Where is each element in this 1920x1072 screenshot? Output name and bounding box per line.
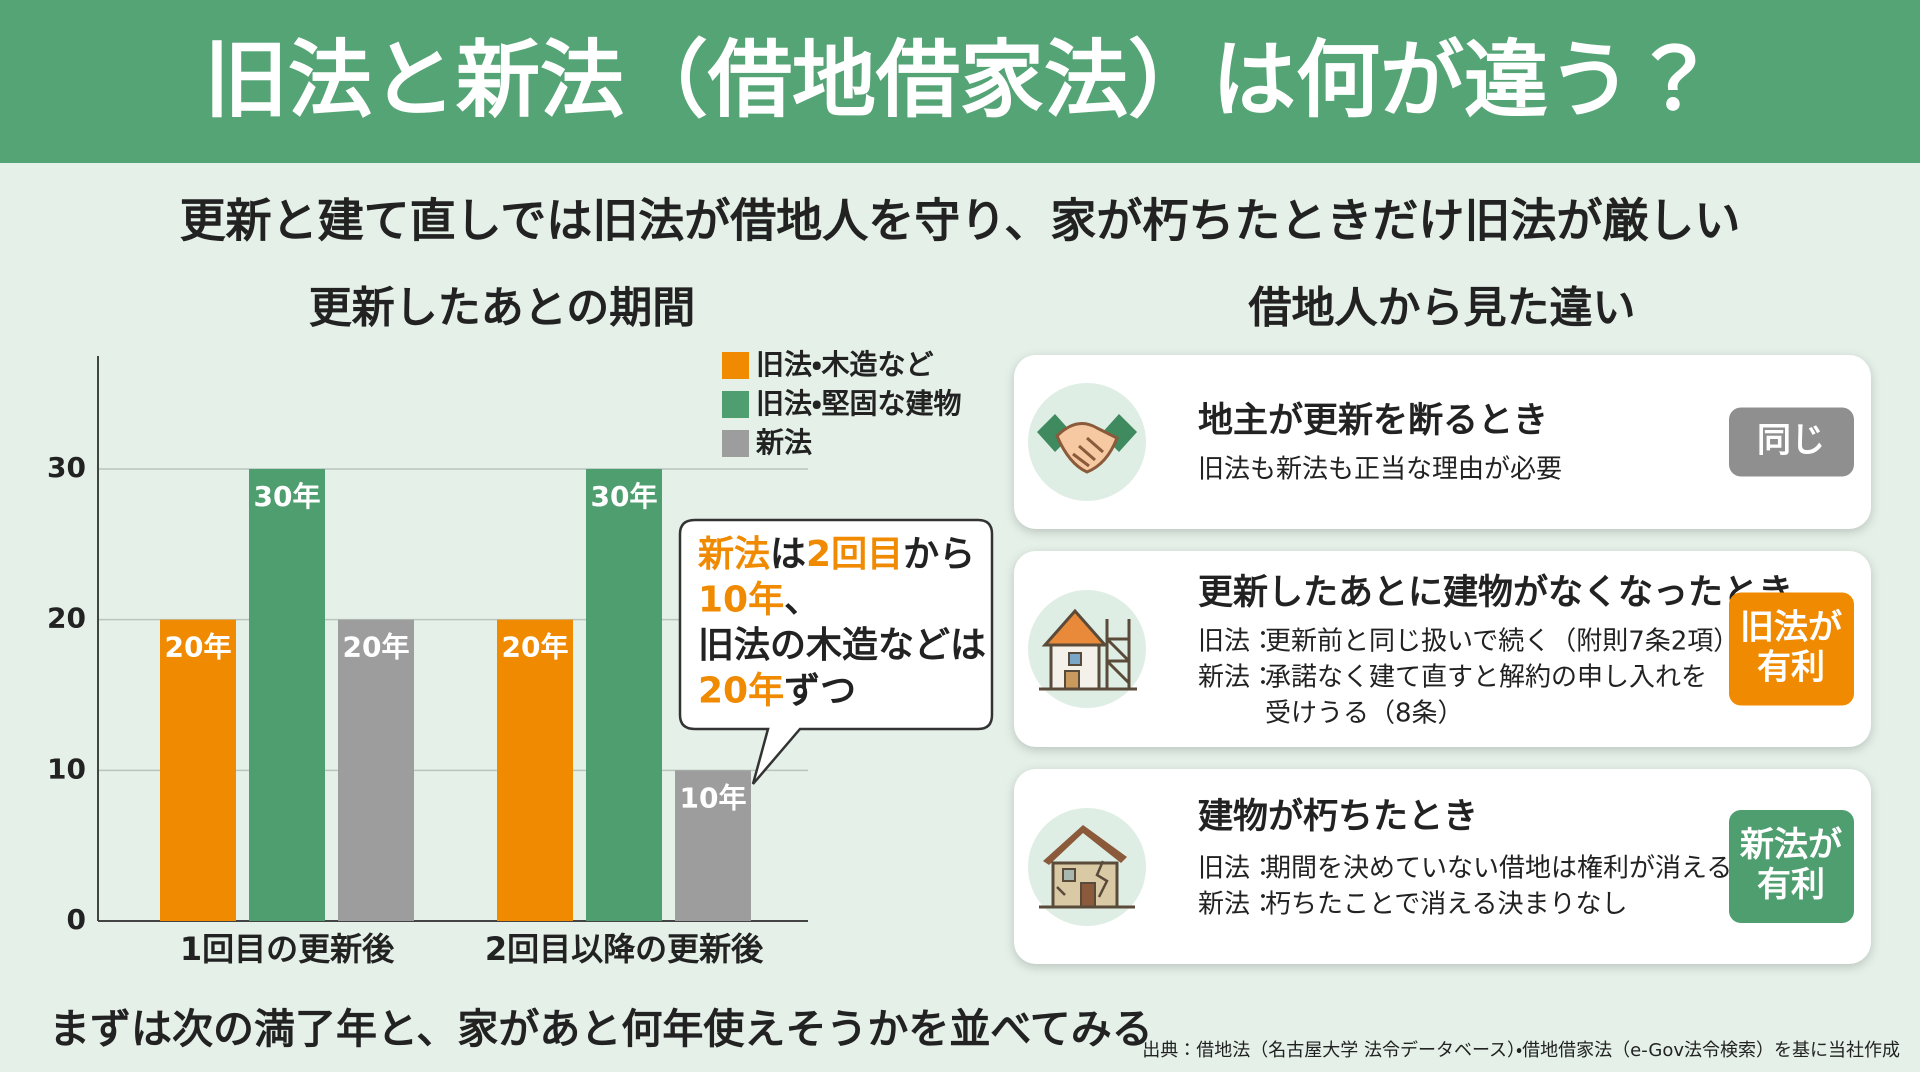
y-tick-label: 0	[67, 903, 86, 936]
badge	[1729, 407, 1854, 477]
callout-segment: は	[770, 534, 806, 575]
callout-segment: 10年	[698, 580, 784, 621]
callout-box	[678, 518, 994, 785]
card-line: 受けうる（8条）	[1265, 699, 1464, 729]
value-label: 20年	[502, 631, 569, 664]
callout-text: 20年ずつ	[698, 671, 856, 712]
line-label: 旧法：	[1198, 854, 1276, 884]
legend-label: 旧法・堅固な建物	[756, 387, 962, 420]
callout-segment: 20年	[698, 671, 784, 712]
x-tick-label: 1回目の更新後	[180, 930, 395, 968]
value-label: 20年	[343, 631, 410, 664]
subtitle: 更新と建て直しでは旧法が借地人を守り、家が朽ちたときだけ旧法が厳しい	[180, 194, 1741, 248]
panel-title: 借地人から見た違い	[1248, 284, 1636, 334]
callout-segment: 新法	[698, 534, 770, 575]
line-label: 新法：	[1198, 890, 1276, 920]
x-tick-label: 2回目以降の更新後	[485, 930, 764, 968]
bar	[249, 469, 325, 921]
y-tick-label: 10	[47, 752, 86, 785]
y-tick-label: 30	[47, 451, 86, 484]
value-label: 30年	[591, 480, 658, 513]
footer-note: まずは次の満了年と、家があと何年使えそうかを並べてみる	[49, 1005, 1153, 1053]
y-tick-label: 20	[47, 602, 86, 635]
bar	[160, 619, 236, 921]
value-label: 30年	[254, 480, 321, 513]
chart-title: 更新したあとの期間	[309, 284, 696, 334]
bar	[497, 619, 573, 921]
badge-text: 新法が	[1739, 825, 1842, 865]
source: 出典：借地法（名古屋大学 法令データベース）・借地借家法（e-Gov法令検索）を…	[1142, 1040, 1900, 1061]
card-title: 地主が更新を断るとき	[1198, 401, 1548, 441]
handshake-icon	[1028, 383, 1146, 501]
callout-text: 10年、	[698, 580, 820, 621]
badge	[1729, 592, 1854, 706]
decayed-house-icon	[1028, 808, 1146, 926]
header-band	[0, 0, 1920, 163]
legend-label: 旧法・木造など	[756, 348, 934, 381]
card-line: 旧法も新法も正当な理由が必要	[1198, 455, 1562, 485]
badge-text: 同じ	[1757, 421, 1825, 461]
badge-text: 有利	[1757, 865, 1825, 905]
value-label: 20年	[165, 631, 232, 664]
line-label: 旧法：	[1198, 627, 1276, 657]
legend-swatch	[722, 391, 749, 418]
callout-segment: から	[903, 534, 975, 575]
card	[1014, 355, 1871, 529]
value-label: 10年	[680, 781, 747, 814]
bar	[675, 770, 751, 921]
card-line: 更新前と同じ扱いで続く（附則7条2項）	[1265, 627, 1739, 657]
card-line: 朽ちたことで消える決まりなし	[1265, 890, 1627, 920]
callout-segment: 、	[784, 580, 820, 621]
card	[1014, 769, 1871, 964]
line-label: 新法：	[1198, 663, 1276, 693]
page-title: 旧法と新法（借地借家法）は何が違う？	[204, 31, 1716, 129]
legend-swatch	[722, 430, 749, 457]
callout-segment: ずつ	[784, 671, 856, 712]
card-line: 期間を決めていない借地は権利が消える	[1265, 854, 1732, 884]
badge-text: 旧法が	[1740, 608, 1842, 648]
badge-text: 有利	[1757, 648, 1825, 688]
card-title: 建物が朽ちたとき	[1198, 797, 1478, 837]
card-title: 更新したあとに建物がなくなったとき	[1198, 573, 1793, 613]
legend-swatch	[722, 352, 749, 379]
legend-label: 新法	[755, 426, 812, 459]
badge	[1729, 810, 1854, 923]
bar	[586, 469, 662, 921]
callout-text: 旧法の木造などは	[698, 625, 986, 666]
bar	[338, 619, 414, 921]
callout-segment: 旧法の木造などは	[698, 625, 986, 666]
card	[1014, 551, 1871, 747]
card-line: 承諾なく建て直すと解約の申し入れを	[1265, 663, 1707, 693]
callout-segment: 2回目	[806, 534, 903, 575]
callout-text: 新法は2回目から	[698, 534, 975, 575]
house-scaffold-icon	[1028, 590, 1146, 708]
